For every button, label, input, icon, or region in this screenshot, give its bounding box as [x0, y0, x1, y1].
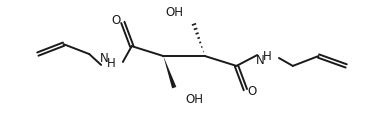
Text: N: N: [256, 55, 265, 67]
Text: O: O: [248, 85, 257, 98]
Text: OH: OH: [185, 93, 203, 106]
Text: N: N: [100, 53, 109, 65]
Text: H: H: [107, 57, 115, 70]
Text: O: O: [111, 14, 121, 27]
Polygon shape: [163, 56, 176, 88]
Text: OH: OH: [165, 6, 183, 19]
Text: H: H: [263, 50, 272, 63]
